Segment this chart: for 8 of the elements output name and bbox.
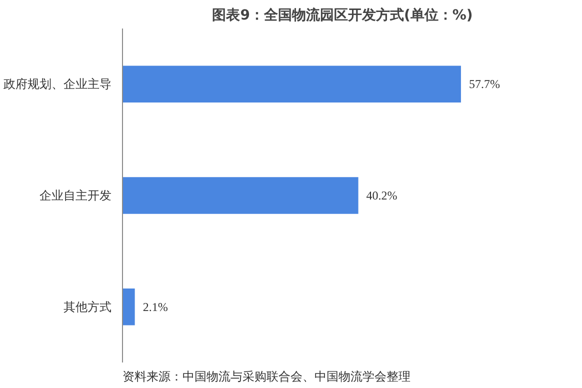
data-label: 57.7% [468, 77, 500, 92]
y-tick-label: 政府规划、企业主导 [4, 77, 112, 92]
data-label: 40.2% [366, 188, 398, 202]
y-tick-label: 其他方式 [64, 300, 112, 314]
y-tick-label: 企业自主开发 [40, 188, 112, 202]
data-label: 2.1% [142, 300, 168, 314]
text: 资料来源：中国物流与采购联合会、中国物流学会整理 [122, 370, 410, 384]
chart-title: 图表9：全国物流园区开发方式(单位：%) [212, 6, 473, 24]
